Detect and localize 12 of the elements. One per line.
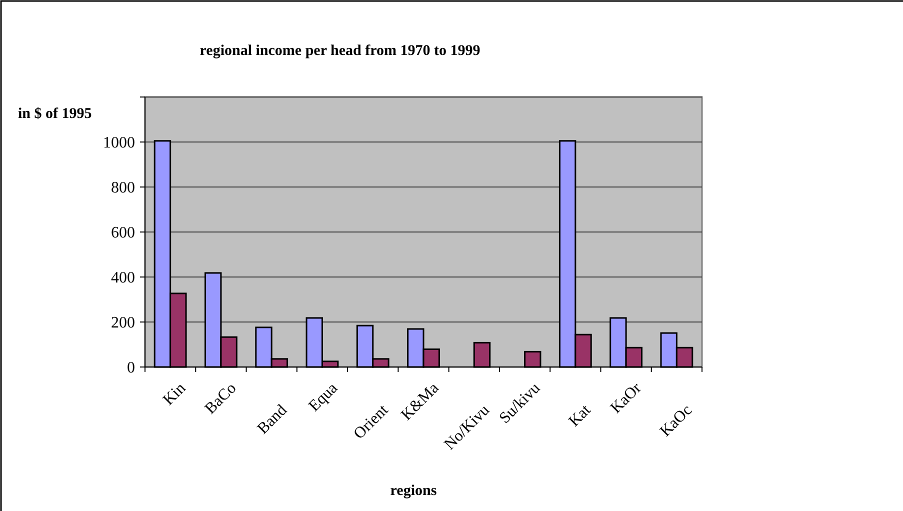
y-tick-label: 600: [111, 224, 135, 242]
y-tick-label: 400: [111, 270, 135, 287]
y-tick-label: 200: [111, 314, 135, 332]
x-tick-label: Kin: [160, 380, 190, 409]
y-tick-label: 800: [111, 180, 135, 197]
x-tick-label: Kat: [566, 401, 595, 430]
x-tick-label: Equa: [306, 380, 341, 415]
y-tick-label: 1000: [103, 134, 135, 152]
y-axis-title: in $ of 1995: [18, 106, 92, 122]
x-axis-title: regions: [390, 483, 437, 499]
chart-title: regional income per head from 1970 to 1999: [200, 43, 480, 59]
y-tick-label: 0: [127, 360, 135, 377]
